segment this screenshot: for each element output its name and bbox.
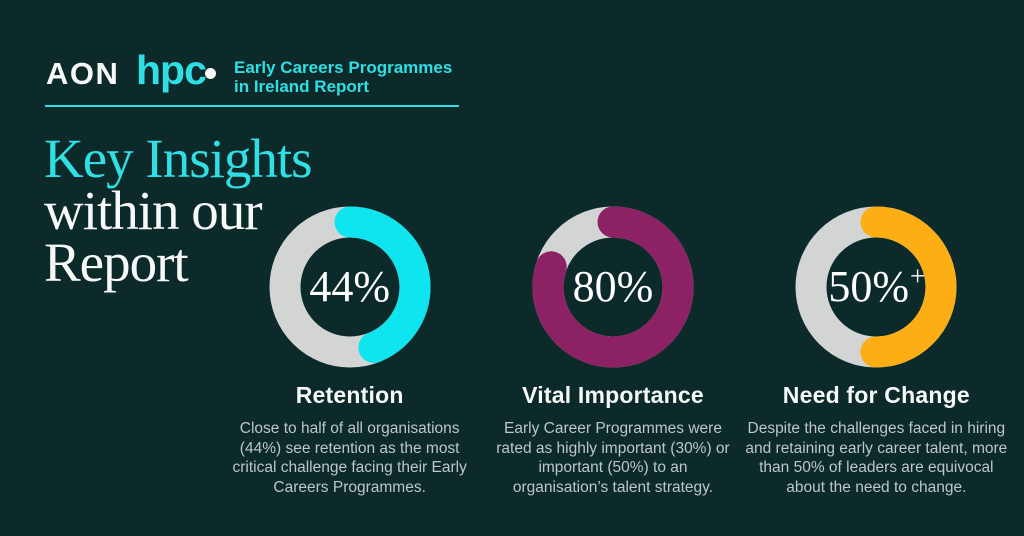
stat-title-retention: Retention <box>295 382 404 408</box>
donut-chart-need-for-change <box>795 206 957 368</box>
percent-value: 44% <box>309 262 390 311</box>
aon-logo: AON <box>46 56 120 91</box>
stat-body-vital-importance: Early Career Programmes were rated as hi… <box>496 420 730 497</box>
report-title-line-1: Early Careers Programmes <box>234 58 453 77</box>
donut-need-for-change: 50% + <box>793 204 959 370</box>
page-title-line-1: Key Insights <box>44 128 313 189</box>
page-title-line-2: within our <box>44 180 263 241</box>
percent-value: 80% <box>572 262 654 311</box>
donut-arc-retention <box>269 206 431 368</box>
donut-chart-vital-importance <box>532 206 694 368</box>
page-title-line-3: Report <box>44 232 189 293</box>
header-divider <box>45 105 459 107</box>
donut-vital-importance: 80% <box>530 204 696 370</box>
stat-body-retention: Close to half of all organisations (44%)… <box>232 420 467 497</box>
donut-value-need-for-change: 50% + <box>793 204 959 370</box>
hpc-dot-icon <box>205 68 216 79</box>
stat-title-need-for-change: Need for Change <box>782 382 970 408</box>
report-title: Early Careers Programmes in Ireland Repo… <box>234 58 452 96</box>
hpc-logo: hpc <box>136 47 207 93</box>
percent-suffix: + <box>910 260 926 291</box>
page-title: Key Insights within our Report <box>44 128 313 293</box>
stat-need-for-change: 50% + Need for Change Despite the challen… <box>745 204 1008 498</box>
donut-value-vital-importance: 80% <box>530 204 696 370</box>
stats-row: 44% Retention Close to half of all organ… <box>218 204 1008 498</box>
donut-value-retention: 44% <box>267 204 433 370</box>
donut-chart-retention <box>269 206 431 368</box>
donut-retention: 44% <box>267 204 433 370</box>
stat-vital-importance: 80% Vital Importance Early Career Progra… <box>481 204 744 498</box>
donut-arc-need-for-change <box>795 206 957 368</box>
stat-retention: 44% Retention Close to half of all organ… <box>218 204 481 498</box>
stat-body-need-for-change: Despite the challenges faced in hiring a… <box>745 420 1008 497</box>
percent-value: 50% <box>828 262 910 311</box>
report-title-line-2: in Ireland Report <box>234 77 370 96</box>
stat-title-vital-importance: Vital Importance <box>522 382 704 408</box>
donut-arc-vital-importance <box>532 206 694 368</box>
